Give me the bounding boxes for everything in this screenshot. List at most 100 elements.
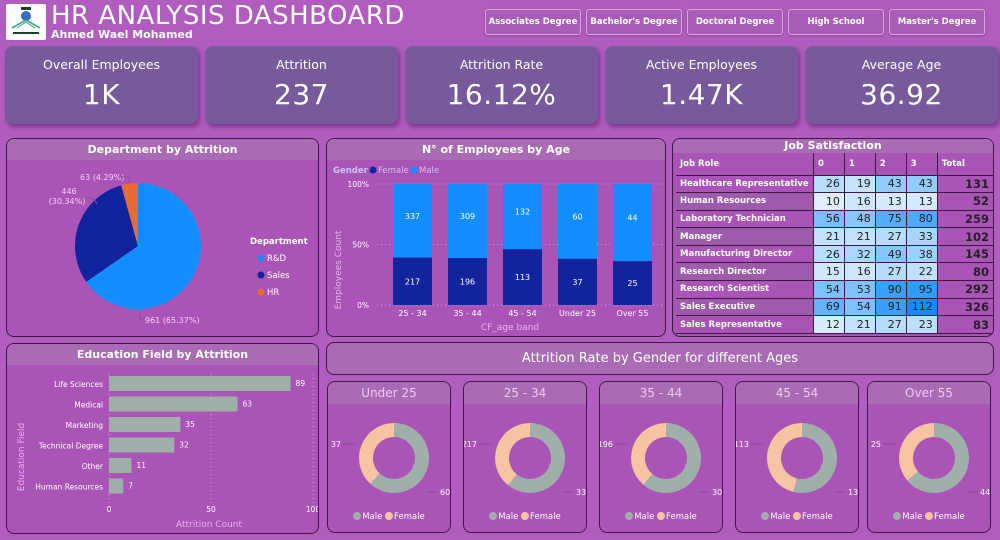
legend-item-male[interactable]: Male [353,512,382,522]
legend-label: Female [934,512,965,522]
donut-legend: Male Female [868,512,990,522]
data-label-male: 60 [572,212,582,221]
legend-item-rd[interactable]: R&D [267,254,287,264]
education-bar[interactable] [109,417,181,432]
legend-item-hr[interactable]: HR [267,288,279,298]
data-label-female: 25 [871,440,881,449]
bar-male[interactable] [503,184,542,250]
donut-segment-male[interactable] [370,423,429,493]
data-label-rd: 961 (65.37%) [145,316,200,325]
panel-title: Education Field by Attrition [7,344,318,365]
y-tick-label: Technical Degree [38,442,104,451]
panel-title: Over 55 [868,382,990,404]
data-label: 7 [128,482,133,491]
legend-label: Female [802,512,833,522]
y-tick-label: Life Sciences [54,380,103,389]
slicer-doctoral-degree[interactable]: Doctoral Degree [687,9,783,35]
table-row[interactable]: Sales Executive 69 54 91 112 326 [676,298,993,317]
donut-segment-female[interactable] [495,423,530,486]
column-header[interactable]: Job Role [676,153,814,176]
column-header[interactable]: 2 [874,153,907,176]
legend-item-male[interactable]: Male [761,512,790,522]
data-label-female: 37 [331,440,341,449]
table-row[interactable]: Sales Representative 12 21 27 23 83 [676,315,993,334]
table-row[interactable]: Manager 21 21 27 33 102 [676,227,993,246]
kpi-value: 237 [274,78,329,111]
total-cell: 326 [936,298,993,317]
y-tick-label: Marketing [66,421,104,430]
table-row[interactable]: Healthcare Representative 26 19 43 43 131 [676,175,993,194]
bar-female[interactable] [558,258,597,305]
pie-slice-sales[interactable] [74,185,138,282]
education-bar[interactable] [109,478,124,494]
satisfaction-cell: 19 [843,175,876,194]
legend-item-male[interactable]: Male [625,512,654,522]
legend-item-female[interactable]: Female [521,512,561,522]
legend-label: Male [362,512,383,522]
kpi-label: Active Employees [645,57,758,72]
legend-item-female[interactable]: Female [385,512,425,522]
donut-segment-male[interactable] [793,423,837,493]
column-header[interactable]: 0 [812,153,845,176]
bar-female[interactable] [448,258,487,305]
satisfaction-cell: 27 [874,315,907,334]
donut-segment-female[interactable] [631,423,666,485]
bar-male[interactable] [558,184,597,259]
slicer-masters-degree[interactable]: Master's Degree [889,9,985,35]
education-bar[interactable] [109,458,132,473]
gender-donut-chart: 37 60 [331,423,450,497]
bar-female[interactable] [393,257,432,305]
legend-item-sales[interactable]: Sales [267,271,290,281]
slicer-bachelors-degree[interactable]: Bachelor's Degree [586,9,682,35]
donut-segment-male[interactable] [907,423,969,493]
donut-segment-male[interactable] [643,423,701,493]
legend-item-male[interactable]: Male [489,512,518,522]
column-header[interactable]: 3 [905,153,938,176]
bar-male[interactable] [448,184,487,259]
satisfaction-cell: 48 [843,210,876,229]
legend-female-dot [369,166,377,174]
donut-segment-female[interactable] [359,423,394,484]
total-cell: 259 [936,210,993,229]
legend-label: Female [530,512,561,522]
kpi-value: 16.12% [446,78,557,111]
pie-slice-hr[interactable] [121,183,138,246]
bar-male[interactable] [393,184,432,258]
legend-label: Male [902,512,923,522]
satisfaction-cell: 27 [874,262,907,282]
legend-dot [893,512,902,520]
legend-item-male[interactable]: Male [893,512,922,522]
bar-female[interactable] [503,249,542,305]
legend-item-female[interactable]: Female [793,512,833,522]
slicer-associates-degree[interactable]: Associates Degree [485,9,581,35]
satisfaction-cell: 21 [843,227,876,246]
slicer-high-school[interactable]: High School [788,9,884,35]
legend-item-female[interactable]: Female [657,512,697,522]
donut-segment-female[interactable] [899,423,934,481]
education-bar[interactable] [109,437,175,453]
donut-segment-female[interactable] [767,423,802,492]
table-row[interactable]: Human Resources 10 16 13 13 52 [676,192,993,211]
department-pie-chart: 961 (65.37%) 446(30.34%) 63 (4.29%) Depart… [49,173,308,325]
education-bar[interactable] [109,376,291,391]
satisfaction-cell: 54 [812,280,845,299]
table-row[interactable]: Research Director 15 16 27 22 80 [676,262,993,282]
satisfaction-cell: 75 [874,210,907,229]
education-bar[interactable] [109,396,238,412]
donut-legend: Male Female [736,512,858,522]
column-header[interactable]: Total [936,153,993,176]
table-row[interactable]: Laboratory Technician 56 48 75 80 259 [676,210,993,229]
bar-male[interactable] [613,184,652,262]
employees-by-age-panel: N° of Employees by Age Gender Female Mal… [326,138,666,337]
data-label-male: 337 [405,212,420,221]
table-row[interactable]: Manufacturing Director 26 32 49 38 145 [676,245,993,264]
legend-dot [625,512,634,520]
pie-slice-rd[interactable] [86,183,201,309]
bar-female[interactable] [613,261,652,305]
data-label: 35 [185,420,195,429]
column-header[interactable]: 1 [843,153,876,176]
legend-item-female[interactable]: Female [925,512,965,522]
satisfaction-cell: 26 [812,175,845,194]
table-row[interactable]: Research Scientist 54 53 90 95 292 [676,280,993,299]
donut-segment-male[interactable] [507,423,565,493]
